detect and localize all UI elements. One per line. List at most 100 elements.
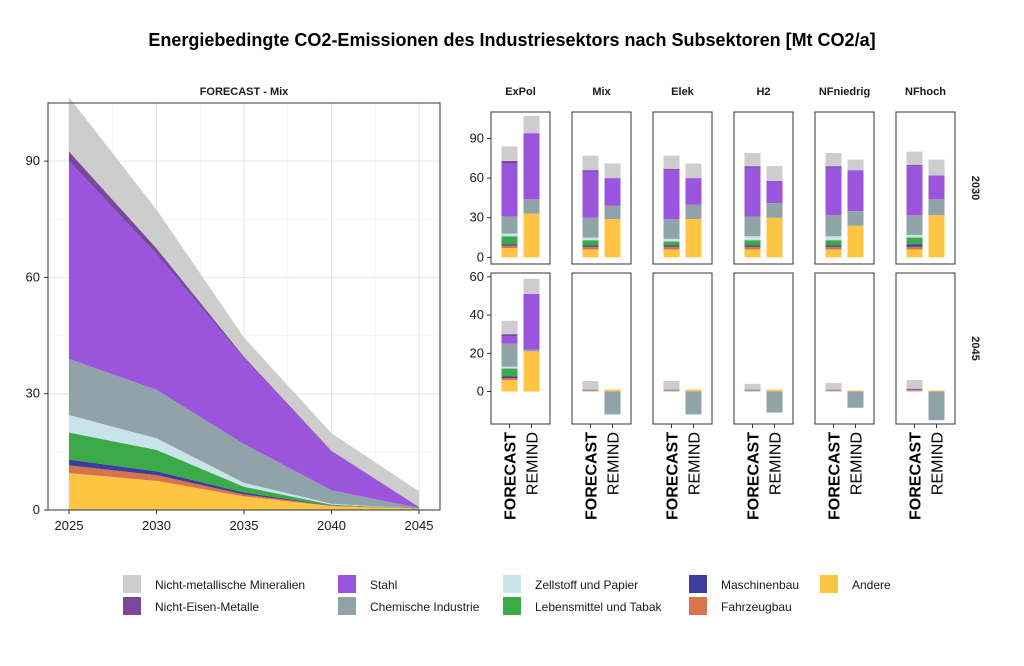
bar-forecast-lebensmittel-und-tabak [906,237,923,245]
x-category-label: REMIND [849,432,866,495]
bar-remind-chemische-industrie [847,391,864,408]
panel-background [572,273,631,424]
bar-forecast-stahl [582,171,599,218]
bar-forecast-chemische-industrie [825,215,842,237]
bar-forecast-nicht-eisen-metalle [582,170,599,172]
x-category-label: FORECAST [908,432,925,520]
bar-forecast-zellstoff-und-papier [501,366,518,369]
area-panel-strip: FORECAST - Mix [200,86,289,98]
y-tick-label: 20 [470,345,484,360]
bar-remind-chemische-industrie [766,203,783,218]
bar-forecast-andere [906,249,923,258]
panel-background [491,112,550,264]
y-tick-label: 60 [470,170,484,185]
panel-background [896,112,955,264]
panel-expol-2045: 0 20 40 60 FORECAST REMIND [470,269,551,520]
bar-forecast-maschinenbau [582,245,599,247]
bar-panel-grid: ExPol 0 30 60 90 Mix Elek H2 NFniedrig NFhoch 2030… [470,86,981,520]
legend-item: Chemische Industrie [338,597,480,615]
x-tick-label: 2030 [142,518,171,533]
bar-remind-andere [604,389,621,392]
bar-forecast-nicht-metallische-mineralien [906,151,923,165]
bar-forecast-andere [663,390,680,392]
panel-border [490,272,551,425]
panel-border [652,111,713,265]
x-tick-label: 2045 [405,518,434,533]
bar-remind-chemische-industrie [766,391,783,413]
bar-forecast-nicht-metallische-mineralien [501,320,518,335]
bar-forecast-stahl [501,336,518,344]
panel-border [571,111,632,265]
bar-forecast-nicht-metallische-mineralien [906,380,923,389]
bar-remind-chemische-industrie [685,204,702,220]
y-tick-label: 60 [470,269,484,284]
panel-background [572,112,631,264]
bar-remind-nicht-metallische-mineralien [847,159,864,171]
bar-forecast-lebensmittel-und-tabak [825,240,842,246]
bar-forecast-lebensmittel-und-tabak [501,236,518,245]
bar-forecast-chemische-industrie [582,390,599,391]
bar-remind-stahl [523,294,540,350]
legend-swatch [689,597,707,615]
bar-remind-chemische-industrie [523,199,540,214]
bar-forecast-nicht-metallische-mineralien [825,382,842,390]
bar-forecast-andere [501,380,518,392]
bar-forecast-zellstoff-und-papier [582,237,599,241]
panel-background [653,273,712,424]
panel-h2-2030: H2 [733,86,794,265]
column-strip-h2: H2 [756,86,770,98]
column-strip-expol: ExPol [505,86,536,98]
bar-remind-chemische-industrie [604,391,621,415]
y-tick-label: 90 [26,153,40,168]
legend-swatch [503,597,521,615]
panel-border [814,272,875,425]
legend-label: Zellstoff und Papier [535,578,638,592]
legend-swatch [503,575,521,593]
bar-forecast-chemische-industrie [501,343,518,367]
x-category-label: FORECAST [665,432,682,520]
column-strip-mix: Mix [592,86,611,98]
bar-remind-chemische-industrie [928,391,945,421]
bar-forecast-andere [744,249,761,258]
x-category-label: FORECAST [827,432,844,520]
bar-forecast-chemische-industrie [582,217,599,238]
bar-forecast-fahrzeugbau [744,390,761,392]
bar-forecast-nicht-metallische-mineralien [744,152,761,167]
x-category-label: REMIND [525,432,542,495]
bar-forecast-maschinenbau [501,244,518,246]
bar-remind-chemische-industrie [685,391,702,415]
bar-forecast-nicht-eisen-metalle [906,164,923,167]
bar-forecast-lebensmittel-und-tabak [501,368,518,377]
panel-border [895,111,956,265]
legend-label: Maschinenbau [721,578,799,592]
bar-forecast-fahrzeugbau [582,246,599,250]
bar-forecast-nicht-metallische-mineralien [582,155,599,171]
bar-forecast-zellstoff-und-papier [501,233,518,237]
x-tick-label: 2040 [317,518,346,533]
bar-remind-chemische-industrie [928,199,945,216]
bar-forecast-fahrzeugbau [663,390,680,392]
legend-item: Maschinenbau [689,575,799,593]
bar-forecast-maschinenbau [906,244,923,247]
x-tick-label: 2025 [55,518,84,533]
bar-forecast-nicht-metallische-mineralien [825,152,842,167]
row-strip-2045: 2045 [969,336,981,360]
area-fahrzeugbau [69,465,419,509]
bar-forecast-nicht-metallische-mineralien [744,383,761,390]
bar-remind-andere [766,389,783,392]
bar-forecast-andere [744,390,761,392]
x-category-label: FORECAST [503,432,520,520]
bar-remind-stahl [604,178,621,206]
y-tick-label: 90 [470,130,484,145]
legend-swatch [689,575,707,593]
bar-forecast-maschinenbau [744,245,761,247]
bar-forecast-zellstoff-und-papier [825,236,842,241]
bar-forecast-stahl [663,389,680,391]
panel-mix-2045: FORECAST REMIND [571,272,632,520]
bar-remind-nicht-metallische-mineralien [523,278,540,295]
legend-label: Nicht-metallische Mineralien [155,578,305,592]
panel-expol-2030: ExPol 0 30 60 90 [470,86,551,265]
bar-forecast-fahrzeugbau [501,245,518,249]
panel-background [491,273,550,424]
bar-forecast-nicht-metallische-mineralien [663,155,680,169]
